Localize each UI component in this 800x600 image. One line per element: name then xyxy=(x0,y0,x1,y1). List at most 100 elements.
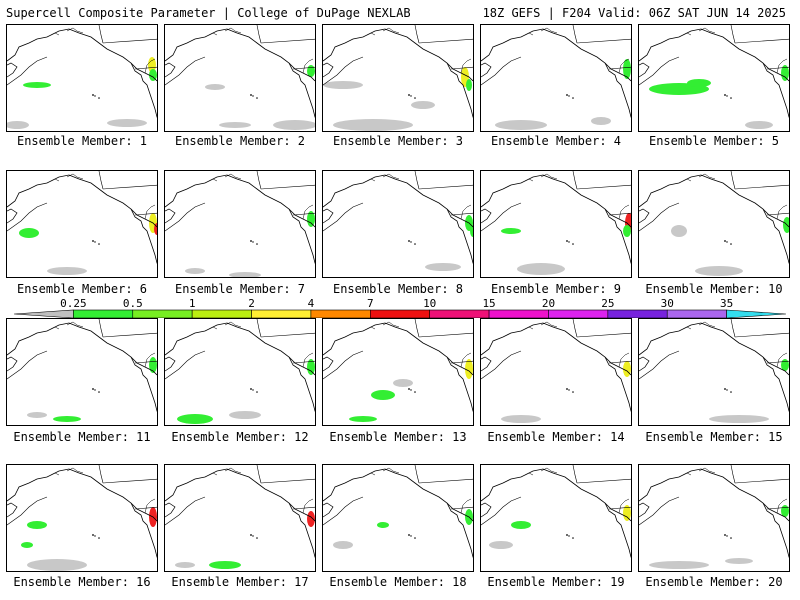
scp-contour xyxy=(19,228,39,238)
colorbar-segment xyxy=(370,309,430,318)
map-graphic xyxy=(165,171,315,277)
colorbar-tick-label: 15 xyxy=(482,297,496,310)
map-graphic xyxy=(639,171,789,276)
scp-contour xyxy=(623,361,631,377)
scp-contour xyxy=(205,84,225,90)
map-panel-member-13 xyxy=(322,318,474,426)
map-panel-member-6 xyxy=(6,170,158,278)
map-panel-member-12 xyxy=(164,318,316,426)
scp-contour xyxy=(517,263,565,275)
scp-contour xyxy=(307,359,315,375)
colorbar-segment xyxy=(310,309,371,318)
scp-contour xyxy=(591,117,611,125)
scp-contour xyxy=(745,121,773,129)
scp-contour xyxy=(229,272,261,277)
map-graphic xyxy=(323,319,473,422)
map-graphic xyxy=(481,319,631,423)
scp-contour xyxy=(307,211,315,227)
colorbar-segment xyxy=(73,309,134,318)
map-graphic xyxy=(639,465,789,569)
colorbar-tick-label: 4 xyxy=(307,297,315,310)
scp-contour xyxy=(307,65,315,77)
scp-contour xyxy=(209,561,241,569)
colorbar-tick-label: 25 xyxy=(601,297,615,310)
member-caption: Ensemble Member: 10 xyxy=(645,282,783,296)
map-graphic xyxy=(7,25,157,129)
map-panel-member-5 xyxy=(638,24,790,132)
scp-contour xyxy=(177,414,213,424)
colorbar-tick-label: 35 xyxy=(719,297,734,310)
map-graphic xyxy=(165,319,315,424)
scp-contour xyxy=(47,267,87,275)
scp-contour xyxy=(219,122,251,128)
scp-contour xyxy=(27,521,47,529)
colorbar-segment xyxy=(607,309,668,318)
member-caption: Ensemble Member: 20 xyxy=(645,575,783,589)
scp-contour xyxy=(53,416,81,422)
member-caption: Ensemble Member: 19 xyxy=(487,575,625,589)
map-panel-member-1 xyxy=(6,24,158,132)
member-caption: Ensemble Member: 1 xyxy=(16,134,148,148)
member-caption: Ensemble Member: 2 xyxy=(174,134,306,148)
scp-contour xyxy=(107,119,147,127)
scp-contour xyxy=(783,217,789,233)
member-caption: Ensemble Member: 9 xyxy=(490,282,622,296)
scp-contour xyxy=(695,266,743,276)
member-caption: Ensemble Member: 3 xyxy=(332,134,464,148)
member-caption: Ensemble Member: 6 xyxy=(16,282,148,296)
colorbar-segment xyxy=(132,309,193,318)
member-caption: Ensemble Member: 8 xyxy=(332,282,464,296)
colorbar-tick-label: 0.25 xyxy=(60,297,87,310)
map-panel-member-15 xyxy=(638,318,790,426)
scp-contour xyxy=(7,121,29,129)
scp-contour xyxy=(501,415,541,423)
scp-contour xyxy=(465,359,473,379)
map-graphic xyxy=(323,171,473,271)
colorbar xyxy=(13,309,787,318)
member-caption: Ensemble Member: 7 xyxy=(174,282,306,296)
colorbar-segment xyxy=(13,309,74,318)
colorbar-tick-label: 10 xyxy=(423,297,437,310)
scp-contour xyxy=(371,390,395,400)
member-caption: Ensemble Member: 16 xyxy=(13,575,151,589)
map-graphic xyxy=(481,465,631,558)
scp-contour xyxy=(21,542,33,548)
map-graphic xyxy=(639,319,789,423)
map-graphic xyxy=(7,319,157,422)
member-caption: Ensemble Member: 17 xyxy=(171,575,309,589)
map-panel-member-7 xyxy=(164,170,316,278)
map-graphic xyxy=(481,25,631,130)
map-graphic xyxy=(165,25,315,130)
scp-contour xyxy=(377,522,389,528)
scp-contour xyxy=(495,120,547,130)
scp-contour xyxy=(511,521,531,529)
scp-contour xyxy=(671,225,687,237)
member-caption: Ensemble Member: 12 xyxy=(171,430,309,444)
scp-contour xyxy=(781,505,789,517)
scp-contour xyxy=(623,505,631,521)
map-panel-member-9 xyxy=(480,170,632,278)
map-panel-member-3 xyxy=(322,24,474,132)
scp-contour xyxy=(333,119,413,131)
member-caption: Ensemble Member: 18 xyxy=(329,575,467,589)
map-panel-member-19 xyxy=(480,464,632,572)
scp-contour xyxy=(149,69,157,81)
scp-contour xyxy=(623,225,631,237)
scp-contour xyxy=(349,416,377,422)
scp-contour xyxy=(229,411,261,419)
scp-contour xyxy=(781,65,789,81)
map-graphic xyxy=(639,25,789,129)
scp-contour xyxy=(333,541,353,549)
map-panel-member-16 xyxy=(6,464,158,572)
scp-contour xyxy=(175,562,195,568)
map-panel-member-10 xyxy=(638,170,790,278)
scp-contour xyxy=(23,82,51,88)
scp-contour xyxy=(649,561,709,569)
scp-contour xyxy=(687,79,711,87)
header-title: Supercell Composite Parameter | College … xyxy=(6,6,411,20)
member-caption: Ensemble Member: 4 xyxy=(490,134,622,148)
colorbar-tick-label: 2 xyxy=(248,297,255,310)
map-panel-member-4 xyxy=(480,24,632,132)
map-graphic xyxy=(323,25,473,131)
map-graphic xyxy=(481,171,631,275)
